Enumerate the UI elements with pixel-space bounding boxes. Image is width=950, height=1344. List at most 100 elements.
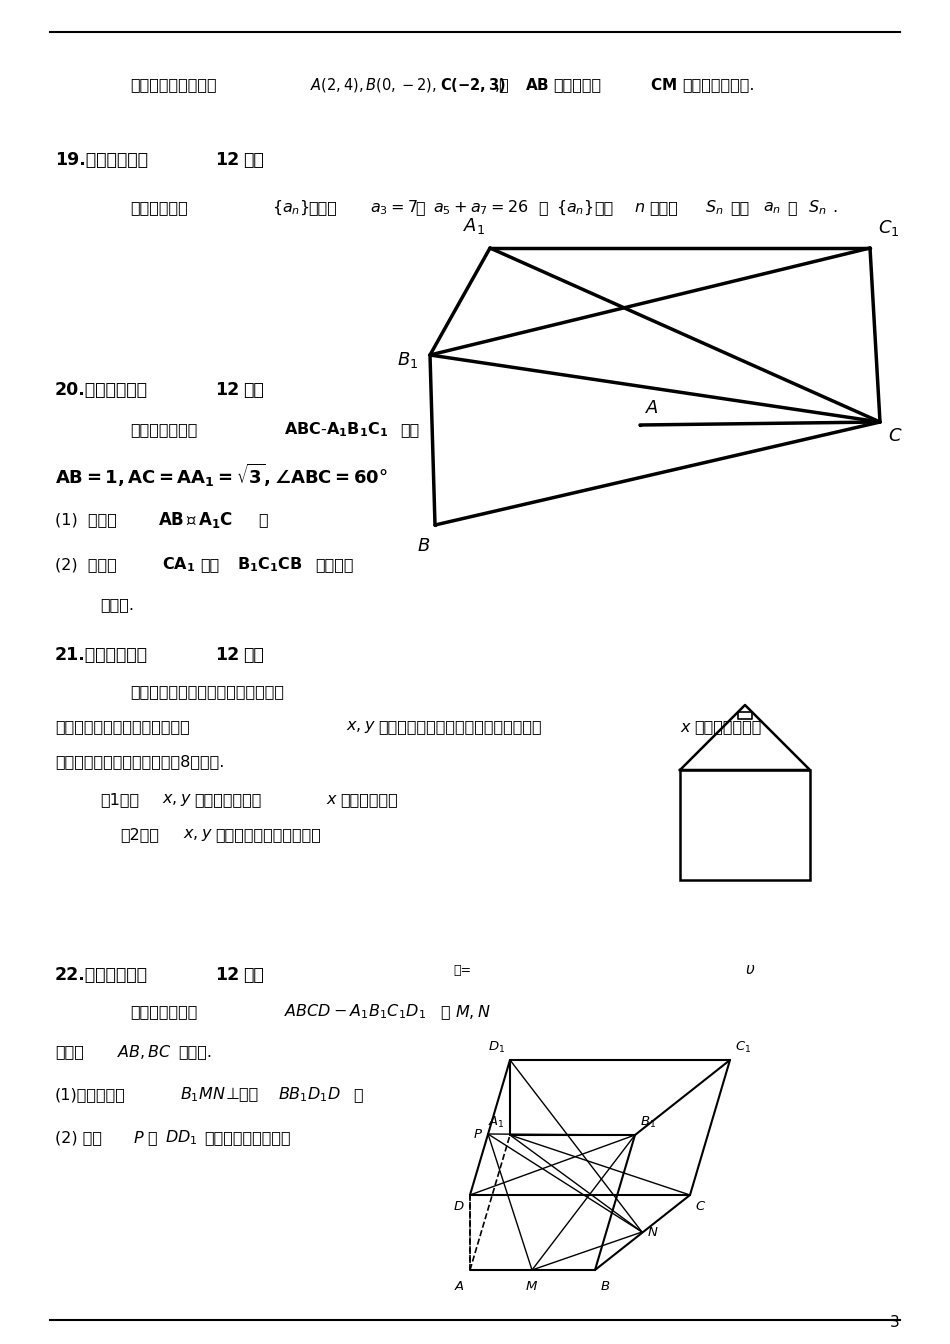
Text: $\mathbf{AB=1,AC=AA_1=\sqrt{3},\angle ABC=60°}$: $\mathbf{AB=1,AC=AA_1=\sqrt{3},\angle AB… — [55, 461, 388, 488]
Text: （1）求: （1）求 — [100, 793, 139, 808]
Text: 3: 3 — [890, 1314, 900, 1331]
Text: (1)  证明：: (1) 证明： — [55, 512, 117, 527]
Text: 如图，正方体中: 如图，正方体中 — [130, 1004, 198, 1020]
Text: $a_5+a_7=26$: $a_5+a_7=26$ — [433, 199, 528, 218]
Text: $BB_1D_1D$: $BB_1D_1D$ — [278, 1086, 341, 1105]
Text: ，求: ，求 — [730, 200, 750, 215]
Text: $B_1$: $B_1$ — [397, 349, 418, 370]
Text: $B_1MN$: $B_1MN$ — [180, 1086, 226, 1105]
Text: $x$: $x$ — [680, 719, 692, 735]
Text: 上=: 上= — [453, 964, 471, 977]
Text: 所在直线的方程.: 所在直线的方程. — [682, 78, 754, 93]
Text: 满足：: 满足： — [308, 200, 337, 215]
Text: 已知等差数列: 已知等差数列 — [130, 200, 188, 215]
Text: $P$: $P$ — [133, 1130, 144, 1146]
Text: $D_1$: $D_1$ — [487, 1040, 505, 1055]
Text: $\mathbf{ABC\text{-}A_1B_1C_1}$: $\mathbf{ABC\text{-}A_1B_1C_1}$ — [284, 421, 389, 439]
Text: $B$: $B$ — [600, 1279, 610, 1293]
Text: $S_n$: $S_n$ — [808, 199, 826, 218]
Text: $\mathbf{AB}$: $\mathbf{AB}$ — [525, 77, 549, 93]
Text: $x,y$: $x,y$ — [162, 792, 192, 808]
Text: $S_n$: $S_n$ — [705, 199, 724, 218]
Text: $N$: $N$ — [647, 1226, 658, 1239]
Text: $C_1$: $C_1$ — [878, 218, 900, 238]
Text: 形，要求框架围成的总面积为8平方米.: 形，要求框架围成的总面积为8平方米. — [55, 754, 224, 770]
Text: $ABCD-A_1B_1C_1D_1$: $ABCD-A_1B_1C_1D_1$ — [284, 1003, 426, 1021]
Text: (2) 当点: (2) 当点 — [55, 1130, 102, 1145]
Text: 已知三角形的顶点为: 已知三角形的顶点为 — [130, 78, 217, 93]
Text: 12: 12 — [215, 380, 239, 399]
Text: 的等腰直角三角: 的等腰直角三角 — [694, 719, 761, 735]
Text: υ: υ — [745, 962, 754, 977]
Text: 19.（本小题满分: 19.（本小题满分 — [55, 151, 148, 169]
Text: $\mathbf{CM}$: $\mathbf{CM}$ — [650, 77, 677, 93]
Text: $AB,BC$: $AB,BC$ — [117, 1043, 172, 1060]
Text: $x,y$: $x,y$ — [183, 827, 213, 843]
Text: ；: ； — [353, 1087, 363, 1102]
Text: (2)  求直线: (2) 求直线 — [55, 558, 117, 573]
Text: 的前: 的前 — [594, 200, 614, 215]
Text: 与面: 与面 — [200, 558, 219, 573]
Text: 在: 在 — [147, 1130, 157, 1145]
Text: 如图，某单位用木料制作如图所示的: 如图，某单位用木料制作如图所示的 — [130, 684, 284, 699]
Text: 边上的中线: 边上的中线 — [553, 78, 601, 93]
Text: $x$: $x$ — [326, 793, 338, 808]
Text: $A_1$: $A_1$ — [488, 1116, 505, 1130]
Text: 12: 12 — [215, 966, 239, 984]
Text: $M$: $M$ — [525, 1279, 539, 1293]
Text: 20.（本小题满分: 20.（本小题满分 — [55, 380, 148, 399]
Text: $a_3=7$: $a_3=7$ — [370, 199, 418, 218]
Text: $a_n$: $a_n$ — [763, 200, 781, 216]
Text: $A(2,4),B(0,-2),$: $A(2,4),B(0,-2),$ — [310, 77, 437, 94]
Text: 12: 12 — [215, 151, 239, 169]
Text: （单位：米）的矩形，上部是斜边长为: （单位：米）的矩形，上部是斜边长为 — [378, 719, 542, 735]
Text: 框架，框架的下部是边长分别为: 框架，框架的下部是边长分别为 — [55, 719, 190, 735]
Text: 正弦值.: 正弦值. — [100, 598, 134, 613]
Text: $\mathbf{CA_1}$: $\mathbf{CA_1}$ — [162, 555, 196, 574]
Text: $C_1$: $C_1$ — [735, 1040, 751, 1055]
Text: 12: 12 — [215, 646, 239, 664]
Text: $A$: $A$ — [645, 399, 659, 417]
Text: 的关系式，并求: 的关系式，并求 — [194, 793, 261, 808]
Text: 中，: 中， — [400, 422, 419, 438]
Text: $C$: $C$ — [695, 1200, 706, 1214]
Text: 的中点.: 的中点. — [178, 1044, 212, 1059]
Text: 分）: 分） — [243, 966, 264, 984]
Text: $x,y$: $x,y$ — [346, 719, 376, 735]
Text: 分）: 分） — [243, 380, 264, 399]
Text: 分别为多少时用料最省？: 分别为多少时用料最省？ — [215, 828, 321, 843]
Text: 分）: 分） — [243, 151, 264, 169]
Text: $M,N$: $M,N$ — [455, 1003, 490, 1021]
Text: (1)求证：平面: (1)求证：平面 — [55, 1087, 125, 1102]
Text: ，: ， — [538, 200, 547, 215]
Text: ，: ， — [415, 200, 425, 215]
Text: 及: 及 — [787, 200, 797, 215]
Text: ⊥平面: ⊥平面 — [226, 1087, 259, 1102]
Text: $\{a_n\}$: $\{a_n\}$ — [272, 199, 310, 218]
Text: $A$: $A$ — [454, 1279, 465, 1293]
Text: $B$: $B$ — [417, 538, 430, 555]
Text: 上运动时，是否都有: 上运动时，是否都有 — [204, 1130, 291, 1145]
Text: $\mathbf{AB\perp A_1C}$: $\mathbf{AB\perp A_1C}$ — [158, 509, 233, 530]
Text: 分）: 分） — [243, 646, 264, 664]
Text: .: . — [832, 200, 837, 215]
Text: $B_1$: $B_1$ — [640, 1116, 656, 1130]
Text: $DD_1$: $DD_1$ — [165, 1129, 198, 1148]
Text: 22.（本小题满分: 22.（本小题满分 — [55, 966, 148, 984]
Text: $C$: $C$ — [888, 427, 902, 445]
Text: ，: ， — [440, 1004, 449, 1020]
Bar — [680, 770, 810, 880]
Text: （2）问: （2）问 — [120, 828, 159, 843]
Text: 项和为: 项和为 — [649, 200, 678, 215]
Text: $\mathbf{C(-2,3)}$: $\mathbf{C(-2,3)}$ — [440, 77, 505, 94]
Text: $\mathbf{B_1C_1CB}$: $\mathbf{B_1C_1CB}$ — [237, 555, 303, 574]
Text: ；: ； — [258, 512, 268, 527]
Text: $\{a_n\}$: $\{a_n\}$ — [556, 199, 594, 218]
Text: 所成角的: 所成角的 — [315, 558, 353, 573]
Text: 分别为: 分别为 — [55, 1044, 84, 1059]
Text: 的取值范围；: 的取值范围； — [340, 793, 398, 808]
Text: 如图，在直棱柱: 如图，在直棱柱 — [130, 422, 198, 438]
Text: $A_1$: $A_1$ — [463, 216, 485, 237]
Text: $n$: $n$ — [634, 200, 645, 215]
Text: $D$: $D$ — [453, 1200, 465, 1214]
